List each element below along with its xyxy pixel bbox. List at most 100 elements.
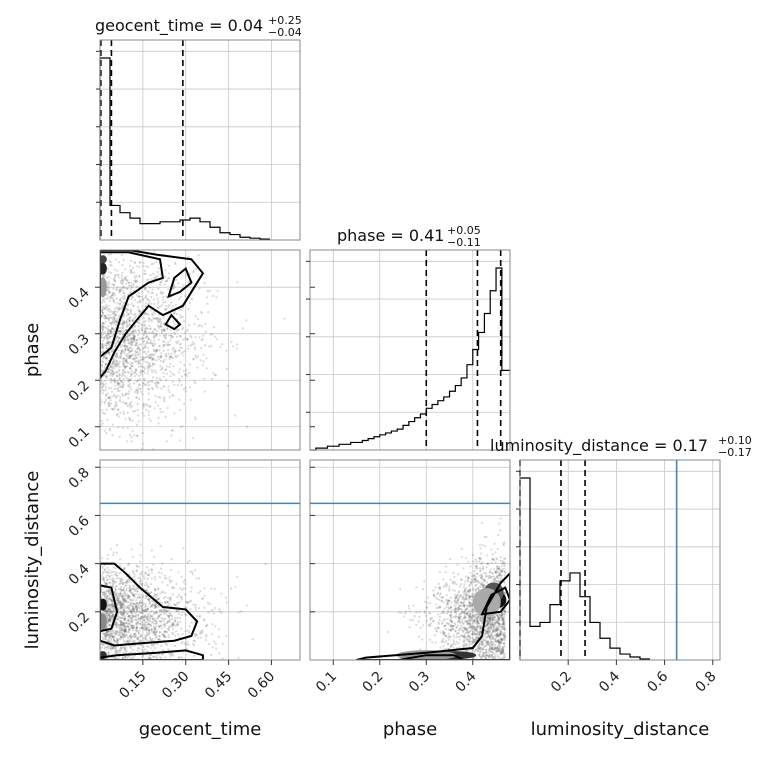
sample-point: [132, 609, 135, 612]
sample-point: [428, 638, 431, 641]
sample-point: [123, 402, 126, 405]
sample-point: [133, 334, 136, 337]
sample-point: [503, 627, 506, 630]
sample-point: [464, 636, 467, 639]
sample-point: [133, 313, 136, 316]
sample-point: [496, 646, 499, 649]
sample-point: [130, 587, 133, 591]
sample-point: [211, 646, 214, 649]
sample-point: [123, 630, 126, 633]
sample-point: [146, 577, 149, 581]
sample-point: [102, 577, 105, 580]
sample-point: [125, 589, 128, 592]
sample-point: [226, 384, 229, 387]
sample-point: [108, 598, 111, 601]
sample-point: [136, 347, 139, 350]
sample-point: [124, 339, 127, 342]
sample-point: [121, 629, 124, 632]
sample-point: [178, 616, 181, 620]
sample-point: [168, 576, 171, 579]
sample-point: [125, 599, 128, 602]
sample-point: [113, 367, 116, 370]
sample-point: [481, 617, 484, 620]
sample-point: [452, 615, 455, 618]
sample-point: [107, 645, 110, 648]
sample-point: [127, 606, 130, 609]
sample-point: [481, 586, 484, 589]
sample-point: [137, 374, 140, 377]
sample-point: [150, 368, 153, 371]
sample-point: [132, 569, 135, 573]
sample-point: [237, 656, 240, 659]
sample-point: [135, 630, 138, 633]
sample-point: [115, 320, 118, 323]
sample-point: [146, 618, 149, 621]
sample-point: [192, 357, 195, 360]
sample-point: [170, 434, 173, 437]
sample-point: [486, 635, 490, 638]
sample-point: [132, 329, 135, 332]
sample-point: [496, 615, 499, 618]
sample-point: [101, 346, 105, 349]
sample-point: [191, 573, 194, 576]
sample-point: [115, 396, 118, 400]
sample-point: [106, 605, 109, 608]
sample-point: [497, 635, 500, 638]
sample-point: [101, 636, 104, 639]
sample-point: [477, 587, 480, 590]
sample-point: [119, 297, 122, 300]
sample-point: [131, 343, 134, 347]
sample-point: [155, 598, 158, 601]
sample-point: [476, 625, 479, 629]
sample-point: [123, 600, 126, 604]
sample-point: [183, 613, 186, 616]
sample-point: [188, 301, 191, 305]
sample-point: [149, 357, 152, 360]
sample-point: [168, 390, 171, 394]
sample-point: [141, 615, 144, 619]
sample-point: [110, 633, 113, 636]
sample-point: [103, 591, 106, 594]
sample-point: [264, 563, 267, 566]
sample-point: [399, 587, 402, 591]
sample-point: [462, 567, 465, 570]
sample-point: [154, 605, 157, 609]
sample-point: [138, 640, 141, 643]
sample-point: [128, 635, 131, 638]
sample-point: [217, 628, 221, 631]
sample-point: [143, 379, 146, 382]
sample-point: [184, 386, 187, 389]
sample-point: [159, 325, 162, 328]
sample-point: [135, 610, 138, 614]
sample-point: [437, 621, 440, 624]
sample-point: [105, 613, 109, 616]
sample-point: [117, 317, 120, 320]
sample-point: [500, 651, 504, 654]
sample-point: [138, 261, 141, 264]
sample-point: [483, 645, 486, 648]
sample-point: [188, 631, 191, 634]
sample-point: [474, 629, 477, 632]
sample-point: [141, 297, 144, 300]
sample-point: [492, 623, 495, 627]
sample-point: [485, 641, 488, 644]
sample-point: [149, 583, 153, 586]
sample-point: [475, 565, 478, 568]
sample-point: [103, 635, 107, 638]
sample-point: [463, 588, 466, 591]
sample-point: [103, 594, 106, 597]
sample-point: [111, 610, 115, 614]
sample-point: [154, 631, 157, 635]
sample-point: [129, 355, 132, 358]
sample-point: [102, 322, 106, 325]
sample-point: [488, 617, 491, 620]
sample-point: [136, 590, 139, 593]
sample-point: [471, 625, 474, 628]
sample-point: [463, 640, 466, 643]
sample-point: [121, 323, 124, 326]
panel-content: [100, 250, 300, 450]
sample-point: [133, 634, 136, 638]
sample-point: [186, 640, 189, 643]
sample-point: [165, 365, 168, 368]
sample-point: [162, 597, 166, 600]
